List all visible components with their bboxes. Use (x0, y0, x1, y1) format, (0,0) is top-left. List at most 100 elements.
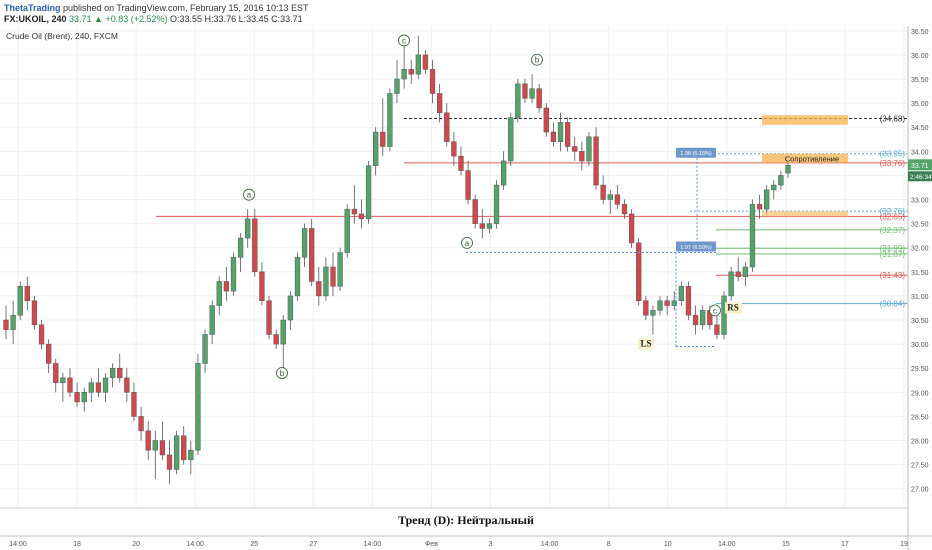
level-label: (33.95) (880, 150, 906, 159)
x-tick-label: 14:00 (9, 541, 27, 548)
candle-down (117, 367, 123, 379)
x-tick-label: 15 (782, 541, 790, 548)
ls-label: LS (640, 339, 651, 349)
candle-up (237, 237, 244, 258)
time-axis[interactable]: 14:00 18 20 14:00 25 27 14:00 Фев 3 14:00 8 10 14:00… (0, 535, 932, 548)
level-label: (31.43) (880, 271, 906, 280)
candle-down (159, 440, 166, 456)
candle-up (742, 266, 748, 277)
candle-up (337, 252, 343, 287)
x-tick-label: 27 (309, 541, 317, 548)
y-tick-label: 30.50 (911, 318, 929, 325)
candle-up (515, 83, 521, 118)
wave-label: c (713, 306, 717, 315)
level-label: (32.37) (880, 226, 906, 235)
wave-label: c (402, 36, 406, 45)
x-tick-label: 19 (900, 541, 908, 548)
y-tick-label: 34.50 (911, 125, 929, 132)
drawings: c b a b a c LS RS Сопротивление 1.98 (6.15%) 1.97 … (243, 34, 848, 379)
measure-badge-bg (676, 147, 716, 158)
candle-down (451, 141, 457, 157)
resistance-label: Сопротивление (785, 155, 839, 164)
rs-label-bg (725, 302, 742, 314)
candle-up (387, 93, 393, 147)
candle-up (195, 363, 201, 451)
wave-marker (531, 53, 543, 66)
y-tick-label: 31.00 (911, 294, 929, 301)
candle-up (230, 257, 237, 292)
candle-up (373, 131, 379, 167)
candle-down (479, 223, 485, 229)
candle-up (394, 78, 400, 94)
candle-up (88, 382, 94, 393)
x-tick-label: 25 (250, 541, 258, 548)
candle-up (188, 449, 194, 461)
publish-line: ThetaTrading published on TradingView.co… (4, 3, 309, 13)
candle-down (465, 170, 471, 200)
candle-up (700, 310, 706, 326)
wave-label: b (280, 369, 285, 378)
y-tick-label: 32.00 (911, 246, 929, 253)
candle-up (415, 54, 421, 75)
candle-down (458, 155, 464, 171)
candle-down (408, 69, 414, 75)
level-label: (31.87) (880, 250, 906, 259)
candle-up (771, 184, 777, 191)
candle-down (67, 377, 73, 393)
candle-up (81, 392, 87, 403)
y-tick-label: 36.50 (911, 29, 929, 36)
candle-up (557, 122, 564, 142)
candle-up (529, 88, 535, 99)
x-tick-label: 3 (489, 541, 493, 548)
candle-down (358, 213, 365, 220)
level-label: (33.76) (880, 159, 906, 168)
candle-up (245, 218, 251, 239)
candle-up (287, 295, 294, 321)
candle-up (493, 184, 500, 224)
candle-down (223, 281, 230, 292)
candle-down (714, 324, 720, 335)
candle-down (735, 271, 741, 277)
wave-marker (709, 304, 721, 317)
candle-up (671, 300, 677, 306)
candle-up (586, 136, 592, 162)
candle-up (486, 223, 493, 229)
ohlc-values: O:33.55 H:33.76 L:33.45 C:33.71 (170, 14, 303, 24)
y-tick-label: 32.50 (911, 222, 929, 229)
author-name[interactable]: ThetaTrading (4, 3, 61, 13)
candle-down (543, 107, 549, 133)
candle-down (380, 131, 386, 147)
measure-badge-bg (676, 241, 716, 252)
candle-down (351, 208, 357, 215)
y-tick-label: 30.00 (911, 342, 929, 349)
wave-label: a (247, 191, 252, 200)
y-tick-label: 29.00 (911, 390, 929, 397)
candle-up (280, 319, 286, 345)
candle-down (643, 300, 649, 316)
x-tick-label: 14:00 (718, 541, 736, 548)
candle-up (764, 189, 770, 210)
candle-down (95, 382, 102, 393)
chart-header: ThetaTrading published on TradingView.co… (0, 0, 932, 28)
x-tick-label: 8 (607, 541, 611, 548)
x-tick-label: 20 (132, 541, 140, 548)
trend-caption: Тренд (D): Нейтральный (398, 513, 534, 527)
wave-marker (276, 367, 288, 379)
price-axis[interactable]: 36.5036.0035.5035.0034.5034.0033.5033.00… (907, 26, 932, 550)
price-axis-bg (908, 26, 932, 550)
candle-up (749, 204, 756, 268)
candle-down (522, 83, 528, 99)
price-chart[interactable]: (34.68) (33.95)(33.76) (32.76)(32.65) (32.3… (0, 26, 932, 550)
candle-up (17, 286, 23, 316)
candle-down (131, 392, 137, 417)
candles (3, 35, 791, 484)
candle-up (721, 295, 727, 335)
wave-label: a (465, 239, 470, 248)
candle-down (330, 266, 336, 287)
last-price-badge (908, 159, 932, 171)
candle-up (728, 271, 734, 297)
publish-info: published on TradingView.com, February 1… (63, 3, 309, 13)
candle-down (3, 319, 9, 330)
candle-up (650, 310, 656, 316)
candle-down (266, 300, 272, 335)
